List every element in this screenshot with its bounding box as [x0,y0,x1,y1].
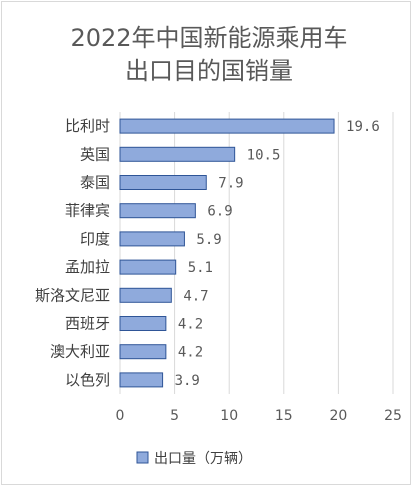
data-label: 6.9 [207,204,232,220]
category-label: 英国 [80,145,110,163]
bar [119,146,236,162]
category-label: 斯洛文尼亚 [35,286,110,304]
bar [119,372,164,388]
x-tick-label: 20 [329,408,347,424]
bars [119,118,335,388]
category-label: 印度 [80,230,110,248]
data-label: 5.9 [196,232,221,248]
data-label: 5.1 [188,260,213,276]
chart-title-line-2: 出口目的国销量 [125,57,293,85]
bar [119,203,196,219]
category-label: 泰国 [80,174,110,192]
x-tick-labels: 0 5 10 15 20 25 [116,408,402,424]
data-label: 19.6 [346,119,380,135]
bar [119,316,167,331]
data-label: 10.5 [247,147,281,163]
chart-title-line-1: 2022年中国新能源乘用车 [70,24,347,52]
x-tick-label: 15 [275,408,293,424]
bar [119,175,207,190]
category-label: 西班牙 [65,315,110,333]
x-tick-label: 0 [116,408,125,424]
legend: 出口量（万辆） [136,451,252,467]
category-label: 以色列 [65,371,110,389]
category-label: 菲律宾 [65,202,110,220]
data-label: 4.2 [178,317,203,333]
bar [119,231,185,247]
category-label: 孟加拉 [65,258,110,276]
bar [119,259,177,275]
x-tick-label: 25 [384,408,402,424]
x-tick-label: 5 [170,408,179,424]
x-tick-label: 10 [220,408,238,424]
data-label: 4.7 [183,288,208,304]
category-label: 比利时 [65,117,110,135]
data-label: 3.9 [175,373,200,389]
data-label: 4.2 [178,345,203,361]
bar [119,344,167,360]
legend-swatch [136,451,149,464]
data-labels: 19.6 10.57.9 6.9 5.9 5.1 4.7 4.2 4.2 3.9 [175,119,380,389]
data-label: 7.9 [218,176,243,192]
legend-label: 出口量（万辆） [154,451,252,467]
chart-frame: 2022年中国新能源乘用车 出口目的国销量 19.6 10.5 7.9 6.9 5.9 5… [1,1,411,485]
category-label: 澳大利亚 [50,343,110,361]
bar [119,287,172,303]
bar [119,118,335,134]
